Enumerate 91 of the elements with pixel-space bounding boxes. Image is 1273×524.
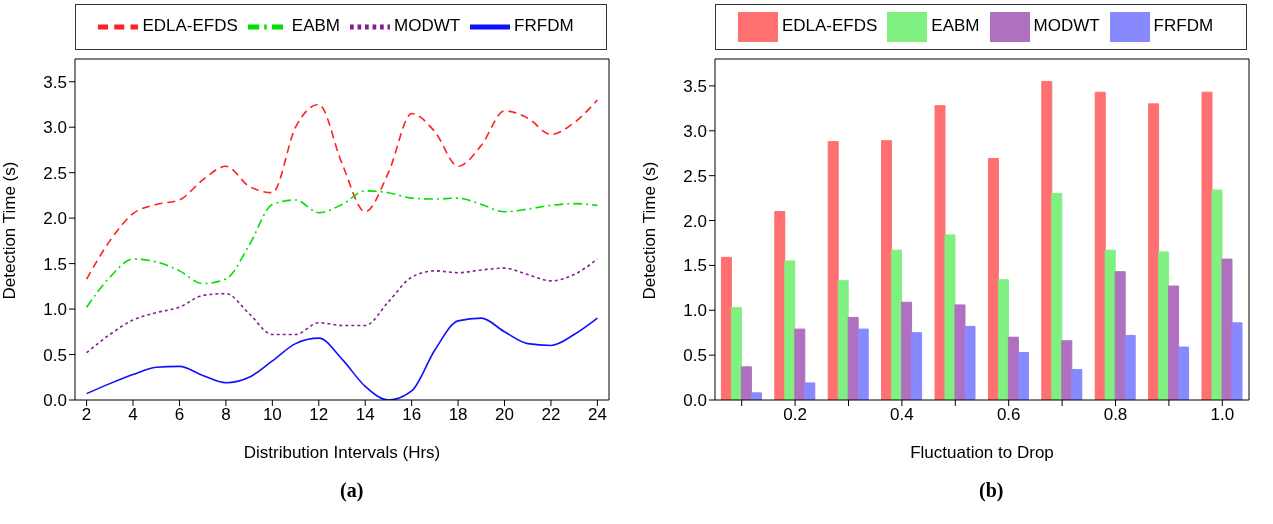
x-tick-label: 1.0 [1209,405,1234,425]
x-tick-label: 0.6 [996,405,1021,425]
y-tick-label: 3.5 [43,72,67,92]
legend-label: FRFDM [1153,16,1214,36]
bar [954,304,966,400]
legend-label: MODWT [1033,16,1100,36]
x-tick-label: 18 [448,405,468,425]
x-tick-label: 0.8 [1103,405,1127,425]
x-tick-label: 2 [81,405,92,425]
x-tick-label: 22 [541,405,561,425]
bar [720,256,732,400]
bar [987,158,999,400]
bar [837,280,849,400]
bar [1017,351,1029,400]
legend-label: EABM [291,16,341,36]
bar [750,392,762,400]
bar [1167,285,1179,400]
bar [900,301,912,400]
bar [1094,91,1106,400]
y-tick-label: 1.0 [43,300,67,320]
bar [827,141,839,400]
bar [1177,346,1189,400]
y-tick-label: 3.0 [682,121,707,141]
legend-label: EDLA-EFDS [142,16,238,36]
y-tick-label: 1.5 [43,254,67,274]
y-tick-label: 2.0 [43,209,67,229]
bar [1231,322,1243,400]
bar [803,382,815,400]
bar [1070,368,1082,400]
y-axis-title: Detection Time (s) [639,161,659,300]
x-tick-label: 10 [262,405,282,425]
bar [773,211,785,400]
y-tick-label: 0.5 [682,346,707,366]
legend-label: EABM [931,16,980,36]
text: (b) [978,479,1005,502]
bar [1221,258,1233,400]
bar [934,105,946,400]
bar [740,366,752,400]
text: (a) [339,479,365,502]
y-axis-title: Detection Time (s) [0,161,20,300]
legend-label: MODWT [394,16,461,36]
bar [1114,271,1126,400]
bar [793,328,805,400]
bar [1211,189,1223,400]
x-tick-label: 4 [128,405,138,425]
x-tick-label: 12 [309,405,329,425]
y-tick-label: 0.0 [682,391,707,411]
legend-label: FRFDM [514,16,574,36]
bar [783,260,795,400]
bar [964,325,976,400]
bar [1007,336,1019,400]
y-tick-label: 3.5 [682,76,707,96]
x-tick-label: 14 [355,405,375,425]
bar [910,332,922,400]
line-series [85,190,599,309]
y-tick-label: 2.5 [682,166,707,186]
bar [730,307,742,400]
bar [857,328,869,400]
x-tick-label: 6 [174,405,185,425]
bar [1157,251,1169,400]
y-tick-label: 0.5 [43,345,67,365]
line-series [85,258,599,354]
y-tick-label: 3.0 [43,118,67,138]
bar [880,140,892,400]
y-tick-label: 2.0 [682,211,707,231]
bar [1147,103,1159,400]
x-tick-label: 0.4 [889,405,914,425]
x-axis-title: Distribution Intervals (Hrs) [243,443,441,462]
bar [890,249,902,400]
bar [847,316,859,400]
y-tick-label: 1.5 [682,256,707,276]
bar [1050,193,1062,400]
x-tick-label: 16 [402,405,422,425]
y-tick-label: 0.0 [43,391,67,411]
line-series [85,99,599,280]
bar [1060,340,1072,400]
bar [1201,91,1213,400]
x-tick-label: 24 [587,405,607,425]
x-tick-label: 20 [495,405,514,425]
bar [1040,80,1052,400]
line-series [85,317,599,400]
y-tick-label: 1.0 [682,301,707,321]
x-axis-title: Fluctuation to Drop [909,443,1054,462]
bar [944,234,956,400]
bar [997,279,1009,400]
x-tick-label: 8 [221,405,231,425]
bar [1124,334,1136,400]
bar [1104,249,1116,400]
y-tick-label: 2.5 [43,163,67,183]
x-tick-label: 0.2 [782,405,807,425]
legend-label: EDLA-EFDS [781,16,878,36]
